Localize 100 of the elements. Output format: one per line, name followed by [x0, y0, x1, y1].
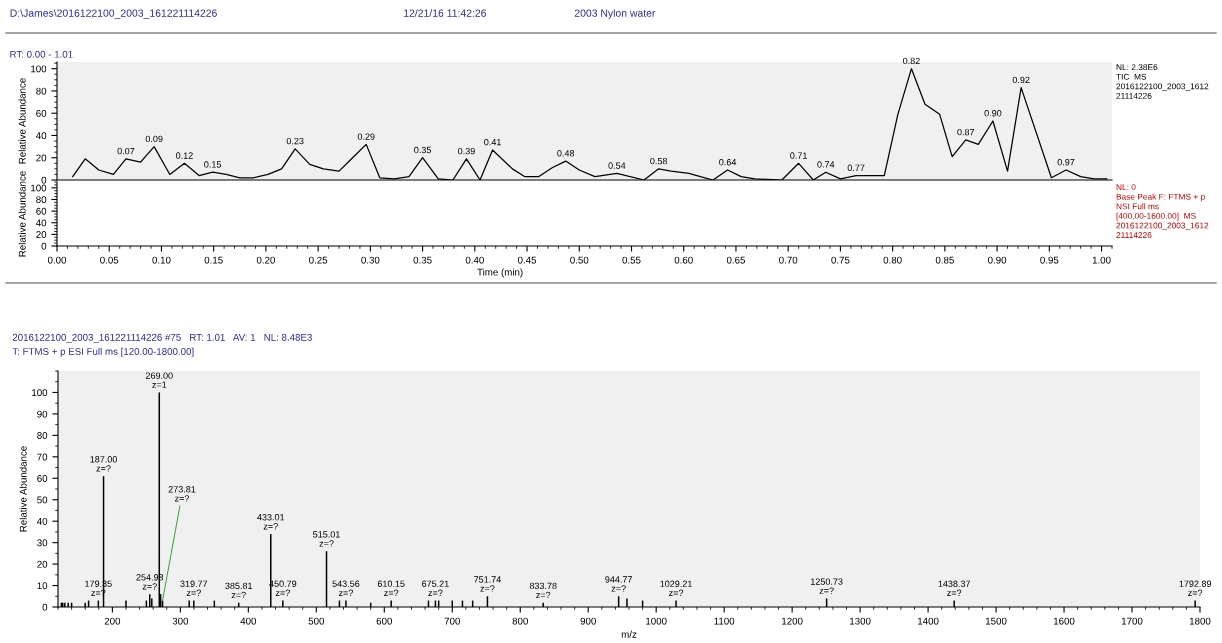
x-tick-label: 0.00: [47, 256, 67, 264]
annotation: 0.87: [957, 128, 975, 136]
x-tick-label: 400: [240, 617, 257, 625]
annotation: 269.00 z=1: [145, 372, 173, 388]
x-tick-label: 900: [580, 617, 596, 625]
x-tick-label: 0.60: [674, 256, 693, 264]
y-tick-label: 100: [32, 389, 48, 397]
y-axis-title: Relative Abundance: [18, 171, 26, 257]
x-tick-label: 300: [172, 617, 189, 625]
annotation: 1438.37 z=?: [938, 580, 971, 596]
x-tick-label: 1500: [986, 617, 1007, 625]
y-tick-label: 100: [31, 184, 47, 192]
annotation: 273.81 z=?: [168, 486, 196, 502]
y-tick-label: 40: [35, 132, 47, 140]
x-tick-label: 0.65: [726, 256, 746, 264]
annotation: 1029.21 z=?: [660, 580, 692, 596]
chart-title: 2016122100_2003_161221114226 #75 RT: 1.01 AV: 1 NL: 8.48E3: [12, 333, 312, 343]
annotation: 187.00 z=?: [90, 456, 117, 472]
annotation: 0.64: [719, 159, 737, 166]
x-tick-label: 1700: [1121, 617, 1143, 625]
chart-subtitle: T: FTMS + p ESI Full ms [120.00-1800.00]: [12, 347, 194, 357]
x-tick-label: 0.85: [935, 256, 954, 264]
y-tick-label: 70: [37, 453, 48, 461]
y-tick-label: 30: [37, 539, 48, 547]
y-tick-label: 40: [35, 219, 47, 227]
x-tick-label: 0.55: [622, 256, 641, 264]
annotation: 0.29: [357, 133, 375, 140]
y-tick-label: 60: [36, 207, 47, 215]
y-tick-label: 50: [37, 496, 48, 504]
y-tick-label: 80: [36, 87, 47, 95]
annotation: 385.81 z=?: [225, 582, 253, 599]
annotation: 0.54: [608, 162, 626, 169]
x-tick-label: 0.50: [570, 256, 589, 264]
x-tick-label: 0.45: [517, 256, 537, 264]
x-tick-label: 1200: [782, 617, 803, 625]
x-tick-label: 0.35: [413, 256, 432, 264]
y-tick-label: 20: [36, 154, 47, 162]
annotation: 610.15 z=?: [377, 580, 405, 596]
x-tick-label: 600: [376, 617, 393, 625]
annotation: 0.90: [984, 110, 1002, 117]
annotation: 0.07: [117, 147, 135, 155]
x-tick-label: 1.00: [1092, 256, 1111, 264]
x-tick-label: 0.95: [1040, 256, 1059, 264]
annotation: 0.39: [458, 147, 475, 155]
x-tick-label: 0.40: [465, 256, 484, 264]
y-tick-label: 60: [37, 475, 48, 482]
x-tick-label: 0.20: [256, 256, 275, 264]
y-tick-label: 0: [41, 176, 47, 184]
annotation: 0.48: [557, 150, 575, 157]
x-tick-label: 0.70: [779, 256, 798, 264]
annotation: 515.01 z=?: [313, 531, 340, 547]
x-tick-label: 0.10: [152, 256, 171, 264]
annotation: 433.01 z=?: [257, 514, 285, 530]
x-tick-label: 800: [512, 617, 528, 625]
y-tick-label: 0: [41, 242, 47, 250]
y-tick-label: 10: [37, 582, 48, 590]
x-tick-label: 1600: [1053, 617, 1075, 625]
x-tick-label: 500: [308, 617, 325, 625]
y-tick-label: 80: [37, 432, 48, 439]
annotation: 0.92: [1012, 76, 1030, 84]
annotation: 0.97: [1057, 159, 1075, 166]
y-tick-label: 20: [37, 560, 48, 568]
x-tick-label: 0.30: [361, 256, 380, 264]
x-axis-title: Time (min): [477, 268, 523, 278]
annotation: 319.77 z=?: [180, 580, 208, 596]
chart-title: RT: 0.00 - 1.01: [10, 50, 73, 58]
x-tick-label: 0.05: [100, 256, 119, 264]
x-tick-label: 1800: [1189, 617, 1211, 625]
annotation: 0.41: [484, 138, 501, 146]
y-tick-label: 0: [42, 603, 48, 611]
x-tick-label: 1400: [918, 617, 939, 625]
x-tick-label: 1300: [850, 617, 871, 625]
text: NL: 0 Base Peak F: FTMS + p NSI Full ms [400.00-1600.00] MS 2016122100_2003_1612 21114226: [1116, 184, 1209, 239]
x-tick-label: 700: [444, 617, 460, 625]
annotation: 944.77 z=?: [605, 576, 632, 592]
y-axis-title: Relative Abundance: [19, 446, 27, 532]
annotation: 833.78 z=?: [529, 582, 557, 599]
x-axis-title: m/z: [621, 630, 637, 638]
annotation: 1250.73 z=?: [811, 578, 843, 594]
y-tick-label: 40: [36, 517, 48, 525]
annotation: 0.15: [204, 161, 222, 168]
x-tick-label: 0.25: [309, 256, 328, 264]
x-tick-label: 0.90: [988, 256, 1007, 264]
x-tick-label: 0.15: [204, 256, 223, 264]
annotation: 0.35: [414, 146, 431, 154]
annotation: 751.74 z=?: [474, 576, 501, 592]
annotation: 1792.89 z=?: [1179, 580, 1212, 596]
annotation: 0.74: [817, 161, 835, 168]
y-tick-label: 100: [31, 65, 47, 73]
annotation: 0.82: [903, 57, 920, 65]
y-tick-label: 80: [36, 196, 47, 204]
annotation: 0.71: [790, 152, 807, 159]
annotation: 0.77: [847, 164, 865, 171]
y-axis-title: Relative Abundance: [18, 78, 26, 164]
y-tick-label: 90: [37, 410, 48, 418]
y-tick-label: 20: [36, 231, 47, 238]
annotation: 0.58: [650, 157, 668, 165]
annotation: 0.23: [286, 137, 304, 145]
text: D:\James\2016122100_2003_161221114226: [10, 9, 217, 19]
y-tick-label: 60: [36, 109, 47, 117]
